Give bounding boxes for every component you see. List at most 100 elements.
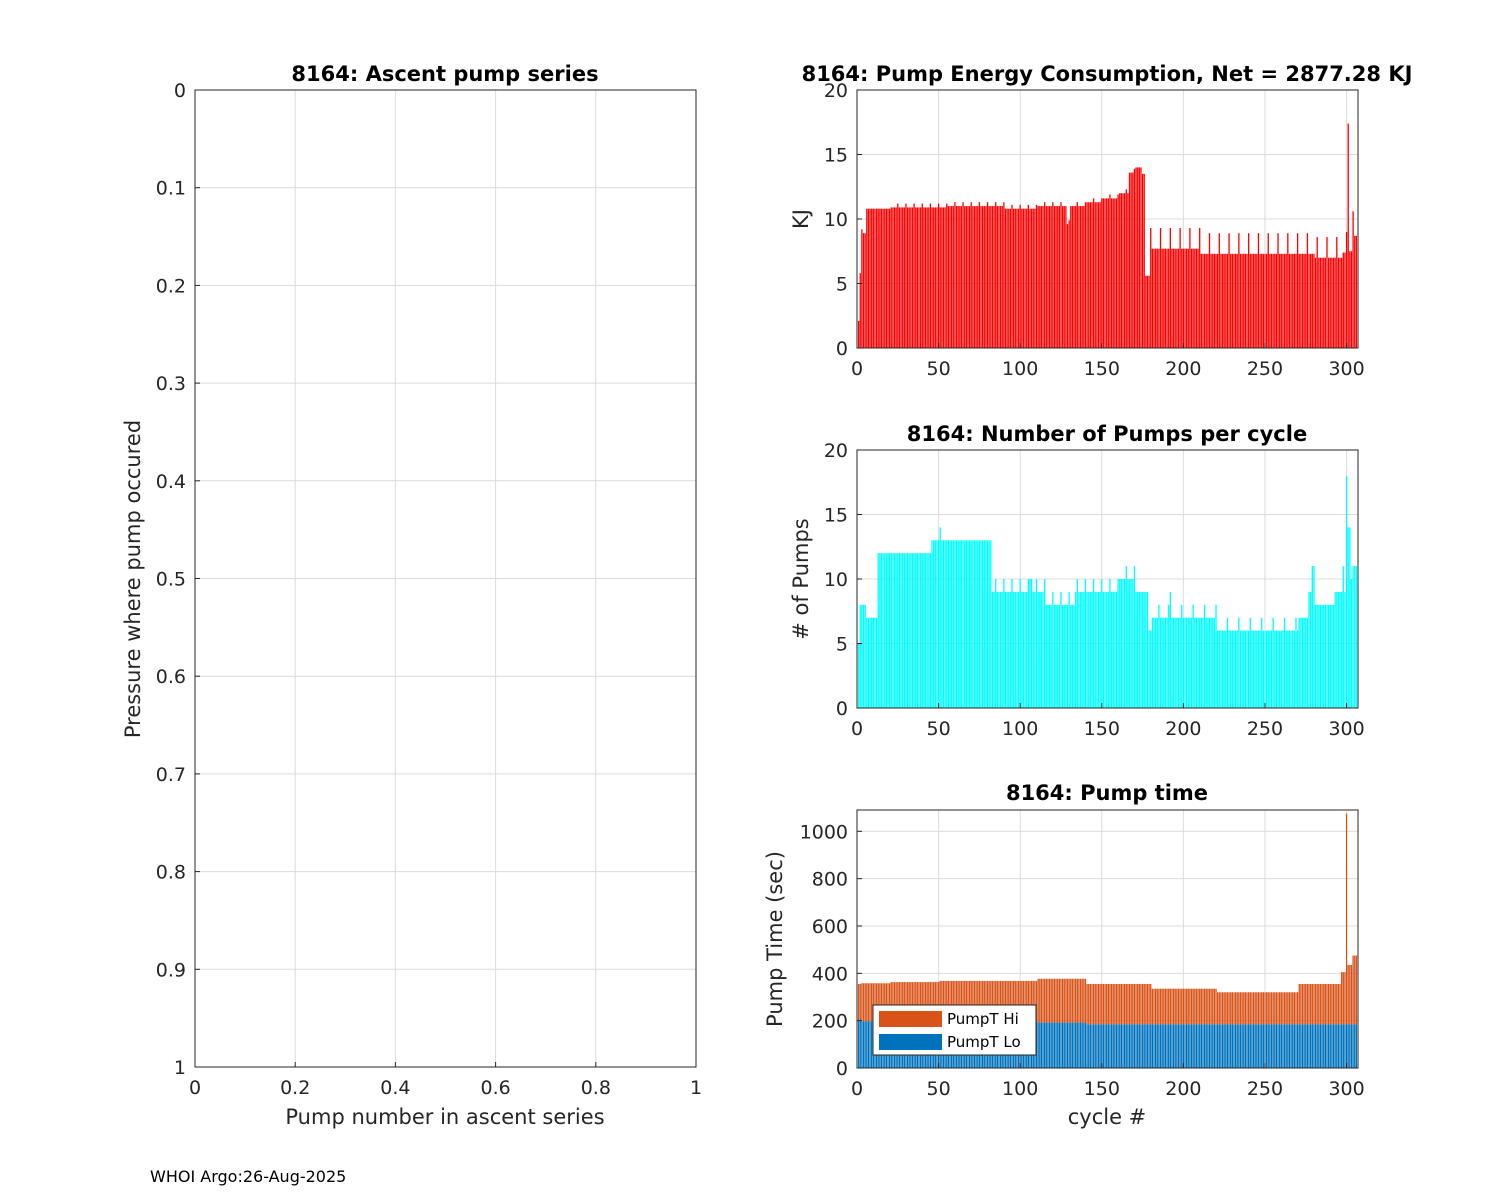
bar-lo [1166,1024,1168,1068]
bar [1179,228,1181,348]
bar [1169,228,1171,348]
bar [866,617,868,708]
bar [1267,630,1269,708]
bar-hi [1210,988,1212,1025]
bar-hi [1110,983,1113,1025]
bar [1349,527,1351,708]
bar [1220,253,1222,348]
bar [1243,630,1245,708]
bar-lo [1172,1024,1175,1068]
bar [1091,591,1093,708]
bar-hi [1130,983,1132,1025]
bar-hi [1065,978,1067,1023]
x-tick-label: 300 [1328,358,1364,380]
bar [967,206,969,348]
bar [1171,617,1173,708]
bar-hi [1324,983,1327,1025]
bar [1079,206,1082,348]
bar [1013,591,1015,708]
bar-lo [1239,1024,1242,1068]
bar [1135,591,1137,708]
bar [1239,253,1242,348]
bar [1233,630,1235,708]
bar [1293,253,1296,348]
bar [1185,617,1188,708]
bar-lo [1352,1024,1354,1068]
bar [921,553,923,708]
bar [1096,591,1098,708]
bar-hi [1063,978,1065,1023]
bar [900,207,902,348]
bar-hi [1044,978,1046,1023]
bar [923,553,925,708]
bar-hi [1128,983,1131,1025]
bar-lo [1169,1024,1171,1068]
bar [962,202,964,348]
bar [885,208,888,348]
bar-hi [919,982,922,1022]
bar [1060,202,1062,348]
bar-hi [1265,992,1268,1025]
bar-hi [1154,988,1157,1025]
bar [1070,604,1072,708]
bar-hi [866,983,868,1022]
bar-lo [1190,1024,1193,1068]
bar [862,233,865,348]
bar [1091,202,1093,348]
bar [1223,253,1225,348]
bar [1086,591,1088,708]
bar [916,207,919,348]
bar-hi [924,982,927,1022]
bar-lo [1212,1024,1214,1068]
bar [1282,630,1284,708]
bar-hi [1055,978,1057,1023]
bar [1156,248,1158,348]
bar [1030,208,1033,348]
bar [995,579,997,708]
bar-hi [1313,983,1315,1025]
bar [975,540,977,708]
bar [1199,228,1201,348]
bar [1009,208,1012,348]
bar [1058,206,1061,348]
bar [931,207,933,348]
bar-lo [1044,1022,1046,1068]
bar [1349,251,1351,348]
bar [924,207,927,348]
bar-lo [1163,1024,1165,1068]
bar [1071,206,1074,348]
bar [910,553,912,708]
bar [983,540,985,708]
bar [1148,630,1150,708]
bar [1226,617,1229,708]
bar [1298,617,1300,708]
bar [1022,208,1025,348]
bar-hi [1303,983,1305,1025]
bar-hi [1334,983,1336,1025]
bar [1132,579,1134,708]
bar [977,540,979,708]
bar-hi [1192,988,1194,1025]
bar-lo [866,1021,868,1068]
bar [931,540,933,708]
bar-hi [1288,992,1291,1025]
bar-hi [906,982,909,1022]
bar-hi [882,983,884,1022]
bar [933,540,935,708]
bar [1024,591,1026,708]
bar-lo [1349,1024,1351,1068]
x-tick-label: 250 [1247,1078,1283,1100]
bar-lo [1174,1024,1176,1068]
bar-hi [1270,992,1273,1025]
bar [1274,253,1276,348]
bar [1213,617,1216,708]
bar [1109,194,1111,348]
legend-swatch-hi [879,1011,942,1027]
bar [1052,591,1054,708]
bar [1016,591,1018,708]
bar-hi [1014,980,1016,1022]
bar-hi [986,980,989,1022]
bar [1337,257,1340,348]
bar [903,553,905,708]
bar-lo [1099,1024,1101,1068]
